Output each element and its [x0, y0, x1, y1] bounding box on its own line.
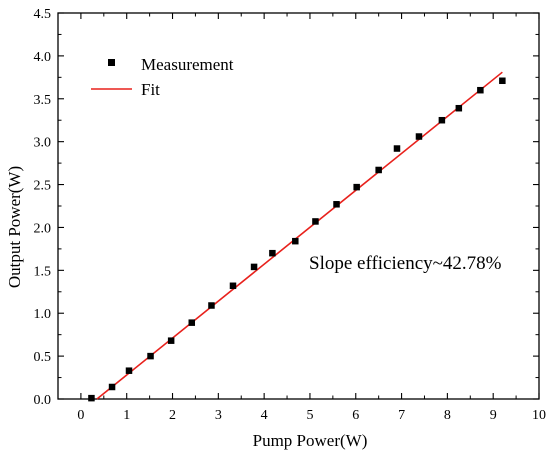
x-tick-label: 10: [532, 408, 546, 423]
measurement-point: [108, 383, 116, 391]
slope-annotation: Slope efficiency~42.78%: [309, 253, 502, 274]
legend-label-fit: Fit: [141, 80, 160, 99]
measurement-point: [88, 394, 95, 402]
measurement-point: [375, 166, 382, 174]
measurement-point: [208, 302, 215, 309]
measurement-point: [353, 183, 360, 191]
measurement-point: [477, 86, 484, 94]
y-tick-label: 4.0: [34, 50, 52, 65]
x-tick-label: 9: [490, 408, 497, 423]
measurement-point: [125, 367, 133, 374]
y-tick-label: 2.0: [34, 221, 52, 236]
y-tick-label: 0.5: [34, 350, 52, 365]
measurement-points: [88, 77, 506, 402]
measurement-point: [393, 145, 401, 152]
x-axis-label: Pump Power(W): [253, 431, 368, 450]
measurement-point: [438, 116, 446, 124]
y-tick-label: 0.0: [34, 393, 52, 408]
y-tick-label: 1.0: [34, 307, 52, 322]
y-tick-label: 3.0: [34, 136, 52, 151]
fit-line: [96, 71, 503, 400]
measurement-point: [292, 237, 299, 245]
measurement-point: [229, 282, 237, 290]
legend-label-measurement: Measurement: [141, 55, 234, 74]
axis-ticks: 0 1 2 3 4 5 6 7 8 9 10 0.0 0.5 1.0 1.5 2.0 2.5 3.0 3.5 4.0 4…: [34, 7, 547, 423]
x-tick-label: 0: [77, 408, 84, 423]
measurement-point: [188, 319, 196, 326]
x-tick-label: 6: [352, 408, 359, 423]
measurement-point: [147, 352, 154, 360]
y-tick-label: 4.5: [34, 7, 52, 22]
measurement-point: [455, 104, 463, 112]
measurement-point: [269, 249, 276, 257]
measurement-point: [167, 337, 175, 344]
legend-marker-measurement: [108, 59, 115, 66]
measurement-point: [415, 133, 423, 140]
x-tick-label: 7: [398, 408, 405, 423]
measurement-point: [250, 263, 258, 271]
x-tick-label: 4: [261, 408, 268, 423]
fit-line-layer: [96, 71, 503, 400]
x-tick-label: 2: [169, 408, 176, 423]
measurement-point: [333, 201, 340, 208]
measurement-point: [499, 77, 506, 85]
y-tick-label: 1.5: [34, 264, 52, 279]
y-tick-label: 2.5: [34, 179, 52, 194]
x-tick-label: 8: [444, 408, 451, 423]
y-axis-label: Output Power(W): [5, 166, 24, 288]
plot-area-frame: [57, 12, 540, 400]
x-tick-label: 3: [215, 408, 222, 423]
y-tick-label: 3.5: [34, 93, 52, 108]
x-tick-label: 1: [123, 408, 130, 423]
x-tick-label: 5: [306, 408, 313, 423]
measurement-point: [312, 218, 319, 225]
legend: Measurement Fit: [91, 55, 234, 99]
